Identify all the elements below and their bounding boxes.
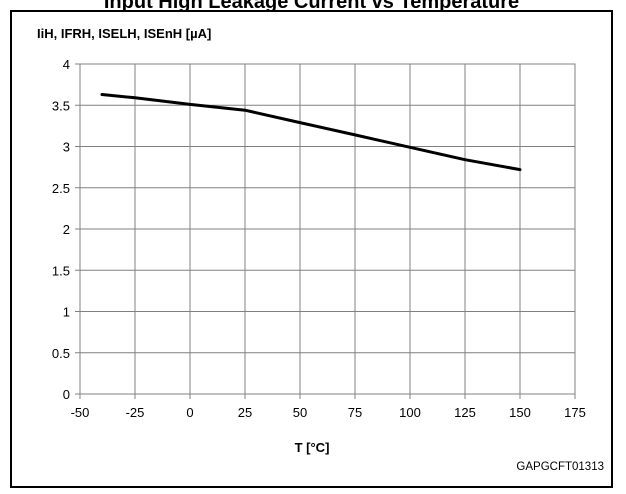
y-tick-label: 0.5 (52, 346, 70, 361)
data-point (244, 109, 246, 111)
y-tick-label: 0 (63, 387, 70, 402)
y-tick-label: 1.5 (52, 263, 70, 278)
y-tick-label: 4 (63, 57, 70, 72)
data-point (189, 103, 191, 106)
x-tick-label: -50 (71, 405, 90, 420)
y-tick-label: 2.5 (52, 181, 70, 196)
data-point (299, 121, 301, 124)
x-tick-label: 50 (293, 405, 307, 420)
figure-title: Input High Leakage Current vs Temperatur… (103, 0, 520, 12)
y-tick-label: 3 (63, 140, 70, 155)
data-point (134, 97, 136, 99)
x-tick-label: 100 (399, 405, 421, 420)
figure-title-strip: Input High Leakage Current vs Temperatur… (10, 0, 613, 12)
y-tick-label: 2 (63, 222, 70, 237)
x-tick-label: 0 (186, 405, 193, 420)
x-tick-label: 75 (348, 405, 362, 420)
plot-border (79, 63, 576, 395)
x-axis-label: T [°C] (294, 440, 330, 455)
x-tick-label: 150 (509, 405, 531, 420)
y-axis-label: IiH, IFRH, ISELH, ISEnH [µA] (37, 26, 212, 41)
data-point (354, 134, 356, 136)
y-tick-label: 1 (63, 305, 70, 320)
x-tick-label: 175 (564, 405, 586, 420)
x-tick-label: -25 (126, 405, 145, 420)
y-tick-label: 3.5 (52, 98, 70, 113)
data-point (519, 168, 521, 171)
figure-code: GAPGCFT01313 (516, 461, 604, 473)
x-tick-label: 125 (454, 405, 476, 420)
data-point (409, 146, 411, 149)
x-tick-label: 25 (238, 405, 252, 420)
data-point (464, 158, 466, 161)
data-point (101, 93, 103, 96)
